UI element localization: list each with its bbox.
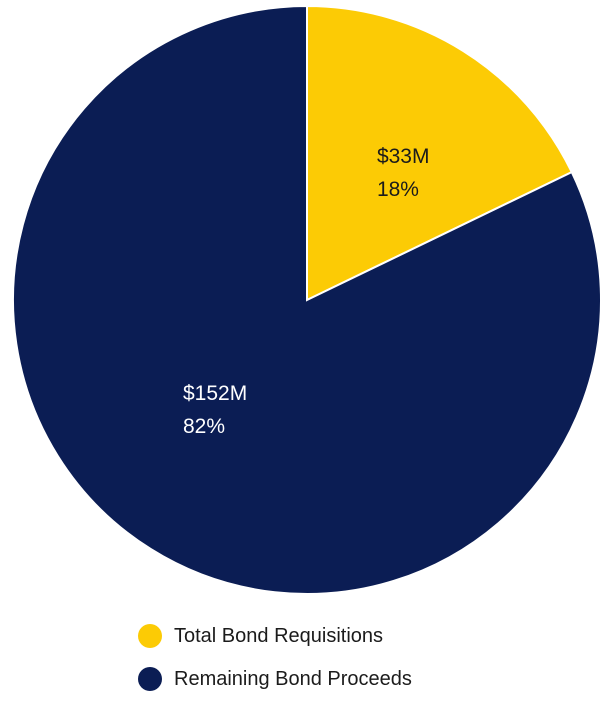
slice-value-label-remaining-bond-proceeds: $152M bbox=[183, 382, 247, 405]
legend-item-total-bond-requisitions: Total Bond Requisitions bbox=[138, 622, 412, 650]
legend-label-total-bond-requisitions: Total Bond Requisitions bbox=[174, 624, 384, 647]
legend-swatch-remaining-bond-proceeds bbox=[138, 667, 162, 691]
slice-value-label-total-bond-requisitions: $33M bbox=[377, 145, 430, 168]
slice-percent-label-total-bond-requisitions: 18% bbox=[377, 178, 419, 201]
slice-labels: $33M 18% $152M 82% bbox=[183, 145, 429, 438]
pie-slice-total-bond-requisitions bbox=[306, 4, 574, 302]
legend: Total Bond Requisitions Remaining Bond P… bbox=[138, 622, 412, 708]
legend-item-remaining-bond-proceeds: Remaining Bond Proceeds bbox=[138, 665, 412, 693]
legend-swatch-total-bond-requisitions bbox=[138, 624, 162, 648]
slice-percent-label-remaining-bond-proceeds: 82% bbox=[183, 415, 225, 438]
pie-chart: $33M 18% $152M 82% bbox=[12, 4, 602, 595]
pie-slices bbox=[12, 4, 602, 595]
pie-slice-remaining-bond-proceeds bbox=[12, 4, 602, 595]
legend-label-remaining-bond-proceeds: Remaining Bond Proceeds bbox=[174, 667, 412, 690]
